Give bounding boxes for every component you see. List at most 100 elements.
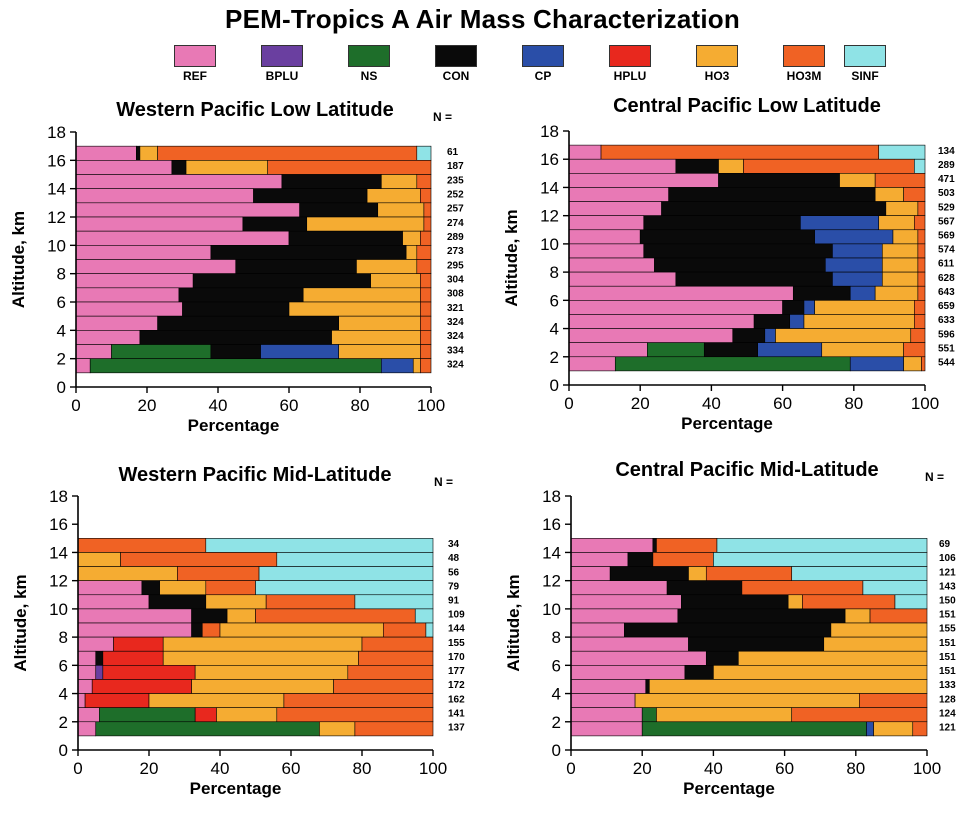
bar-segment-ho3 [226, 608, 256, 624]
y-tick-label: 14 [542, 543, 561, 562]
bar-segment-con [210, 344, 261, 359]
bar-segment-ho3m [743, 158, 915, 174]
bar-segment-ho3m [157, 145, 418, 161]
bar-segment-ref [570, 721, 643, 737]
bar-segment-hplu [91, 679, 192, 694]
bar-segment-ho3 [205, 594, 267, 610]
bar-row [570, 608, 928, 624]
legend-item-cp: CP [508, 45, 578, 85]
bar-row [568, 328, 926, 343]
x-tick-label: 0 [564, 394, 573, 413]
bar-segment-ho3 [356, 259, 418, 274]
bar-row [77, 566, 434, 581]
bar-segment-ho3 [839, 173, 876, 188]
bar-segment-ref [568, 173, 719, 188]
bar-segment-ho3 [162, 650, 359, 666]
n-count-label: 321 [447, 303, 464, 314]
y-tick-label: 16 [540, 150, 559, 169]
bar-segment-cp [866, 721, 874, 737]
n-count-label: 633 [938, 315, 955, 326]
bar-row [75, 315, 432, 331]
bar-row [570, 622, 928, 638]
bar-segment-ho3m [276, 707, 434, 723]
bar-row [75, 230, 432, 246]
bar-segment-ho3m [600, 144, 880, 160]
y-tick-label: 6 [57, 293, 66, 312]
bar-segment-ref [570, 608, 679, 624]
bar-segment-ref [570, 636, 689, 652]
n-count-label: 187 [447, 161, 464, 172]
bar-segment-ho3m [177, 566, 260, 581]
bar-segment-sinf [713, 552, 928, 567]
bar-segment-ref [77, 622, 192, 638]
bar-segment-ns [647, 342, 705, 358]
n-count-label: 162 [448, 694, 465, 705]
x-tick-label: 60 [773, 394, 792, 413]
y-tick-label: 12 [47, 208, 66, 227]
bar-segment-hplu [102, 665, 196, 680]
bar-segment-cp [800, 215, 880, 231]
legend-label-ns: NS [360, 69, 378, 83]
x-tick-label: 20 [631, 394, 650, 413]
bar-segment-ns [641, 721, 867, 737]
bar-segment-con [684, 665, 714, 680]
n-count-label: 252 [447, 189, 464, 200]
bar-segment-ho3m [914, 300, 926, 315]
bar-row [568, 342, 926, 358]
y-tick-label: 18 [542, 487, 561, 506]
bar-row [570, 580, 928, 596]
bar-segment-hplu [102, 650, 164, 666]
bar-segment-con [299, 202, 379, 218]
bar-segment-ho3 [319, 721, 356, 737]
bar-segment-ref [75, 358, 91, 374]
bar-segment-con [654, 257, 826, 273]
bar-segment-ho3 [688, 566, 707, 581]
legend-item-bplu: BPLU [247, 45, 317, 85]
y-axis-label: Altitude, km [504, 574, 523, 671]
bar-segment-con [210, 245, 407, 260]
n-header: N = [433, 110, 452, 124]
n-count-label: 503 [938, 188, 955, 199]
bar-row [75, 273, 432, 289]
bar-row [75, 330, 432, 345]
x-tick-label: 100 [417, 396, 445, 415]
bar-segment-ho3 [402, 230, 421, 246]
bar-segment-con [643, 243, 833, 259]
bar-segment-ho3m [705, 566, 793, 581]
n-count-label: 151 [939, 638, 956, 649]
bar-segment-ref [75, 230, 290, 246]
n-count-label: 124 [939, 708, 956, 719]
bar-row [568, 158, 926, 174]
bar-segment-sinf [894, 594, 928, 610]
legend-label-cp: CP [534, 69, 552, 83]
bar-row [75, 301, 432, 317]
n-count-label: 155 [448, 638, 465, 649]
bar-segment-con [732, 328, 766, 343]
bar-segment-con [666, 580, 743, 596]
bar-segment-ho3 [656, 707, 793, 723]
bar-segment-con [677, 608, 846, 624]
bar-segment-cp [825, 257, 883, 273]
bar-segment-cp [803, 300, 815, 315]
y-tick-label: 4 [552, 685, 561, 704]
bar-row [570, 538, 928, 553]
bar-segment-sinf [276, 552, 434, 567]
bar-segment-ho3 [814, 300, 915, 315]
bar-segment-ho3m [201, 622, 221, 638]
x-tick-label: 100 [419, 759, 447, 778]
bar-segment-ho3m [416, 259, 432, 274]
legend-item-ref: REF [160, 45, 230, 85]
bar-segment-ho3m [921, 356, 926, 372]
bar-segment-hplu [84, 693, 150, 708]
x-tick-label: 100 [913, 759, 941, 778]
bar-segment-cp [849, 356, 904, 372]
bar-segment-ref [77, 594, 150, 610]
bar-segment-ho3 [821, 342, 904, 358]
bar-row [77, 580, 434, 596]
bar-segment-ho3 [874, 285, 919, 301]
bar-row [77, 608, 434, 624]
bar-row [570, 636, 928, 652]
legend-swatch-ho3 [696, 45, 738, 67]
bar-segment-ref [570, 566, 611, 581]
x-tick-label: 60 [280, 396, 299, 415]
